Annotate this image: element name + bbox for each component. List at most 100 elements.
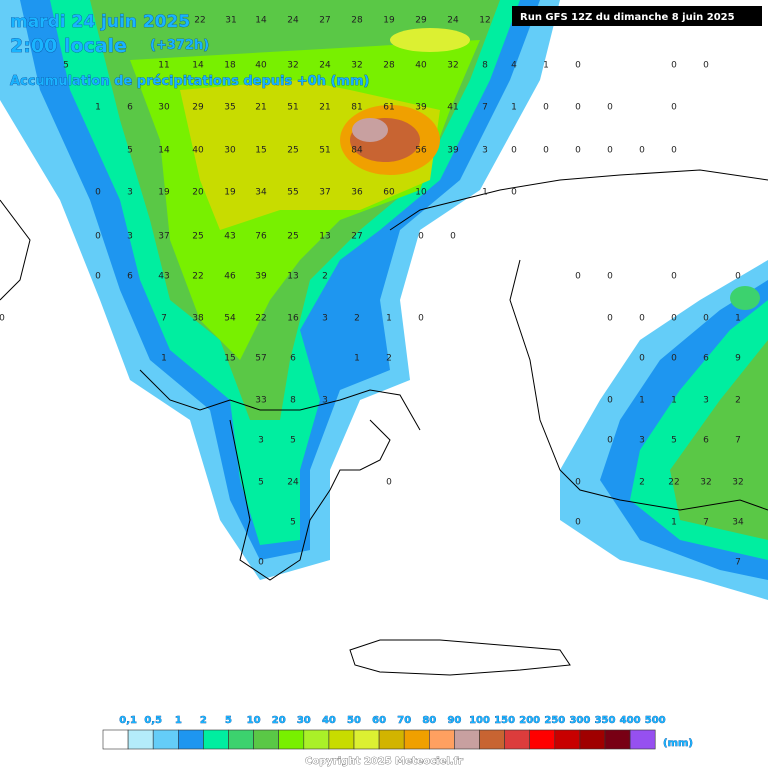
grid-value: 30 [224, 146, 236, 156]
grid-value: 22 [194, 16, 205, 26]
grid-value: 3 [639, 436, 645, 446]
grid-value: 81 [351, 103, 362, 113]
grid-value: 40 [415, 61, 427, 71]
grid-value: 31 [225, 16, 236, 26]
grid-value: 1 [161, 354, 167, 364]
grid-value: 7 [735, 558, 741, 568]
date: mardi 24 juin 2025 [10, 12, 190, 32]
grid-value: 84 [351, 146, 363, 156]
precip-fields [0, 0, 768, 600]
legend-label: 2 [200, 715, 207, 726]
legend-swatch [353, 729, 380, 750]
legend-label: 150 [494, 715, 515, 726]
grid-value: 25 [287, 146, 298, 156]
grid-value: 0 [671, 103, 677, 113]
grid-value: 11 [158, 61, 169, 71]
grid-value: 29 [415, 16, 427, 26]
coastlines [0, 169, 768, 676]
grid-value: 1 [386, 314, 392, 324]
grid-value: 34 [732, 518, 744, 528]
grid-value: 5 [63, 61, 69, 71]
legend-label: 70 [397, 715, 411, 726]
grid-value: 46 [224, 272, 236, 282]
grid-value: 3 [322, 396, 328, 406]
grid-value: 9 [735, 354, 741, 364]
legend-label: 90 [447, 715, 461, 726]
grid-value: 5 [671, 436, 677, 446]
grid-value: 6 [703, 354, 709, 364]
grid-value: 1 [639, 396, 645, 406]
legend-label: 350 [595, 715, 616, 726]
grid-value: 0 [607, 396, 613, 406]
lead-time: (+372h) [150, 38, 209, 53]
grid-value: 22 [192, 272, 203, 282]
grid-value: 0 [258, 558, 264, 568]
legend-label: 200 [519, 715, 540, 726]
grid-value: 5 [290, 518, 296, 528]
grid-value: 5 [290, 436, 296, 446]
grid-value: 0 [735, 272, 741, 282]
grid-value: 61 [383, 103, 394, 113]
grid-value: 7 [735, 436, 741, 446]
grid-value: 0 [671, 146, 677, 156]
grid-value: 15 [224, 354, 235, 364]
grid-value: 14 [158, 146, 170, 156]
grid-value: 22 [668, 478, 679, 488]
grid-value: 1 [511, 103, 517, 113]
grid-value: 27 [319, 16, 330, 26]
grid-value: 18 [224, 61, 236, 71]
grid-value: 3 [258, 436, 264, 446]
grid-value: 40 [192, 146, 204, 156]
grid-value: 29 [192, 103, 204, 113]
grid-value: 0 [95, 232, 101, 242]
grid-value: 32 [700, 478, 711, 488]
legend-swatch [278, 729, 305, 750]
grid-value: 0 [607, 436, 613, 446]
grid-value: 0 [575, 478, 581, 488]
grid-value: 32 [732, 478, 743, 488]
grid-value: 0 [703, 314, 709, 324]
copyright: Copyright 2025 Meteociel.fr [305, 756, 463, 767]
grid-value: 51 [287, 103, 298, 113]
grid-value: 1 [671, 396, 677, 406]
grid-value: 39 [415, 103, 427, 113]
legend-label: 250 [544, 715, 565, 726]
grid-value: 0 [543, 103, 549, 113]
grid-value: 0 [607, 314, 613, 324]
grid-value: 7 [703, 518, 709, 528]
grid-value: 24 [447, 16, 459, 26]
grid-value: 76 [255, 232, 267, 242]
grid-value: 4 [511, 61, 517, 71]
grid-value: 60 [383, 188, 395, 198]
legend-swatch [454, 729, 480, 750]
grid-value: 0 [511, 146, 517, 156]
legend-label: 100 [469, 715, 490, 726]
grid-value: 20 [192, 188, 204, 198]
legend-swatch [579, 729, 606, 750]
legend-swatch [504, 729, 531, 750]
legend-label: 80 [422, 715, 436, 726]
grid-value: 0 [671, 314, 677, 324]
grid-value: 8 [290, 396, 296, 406]
grid-value: 43 [224, 232, 235, 242]
legend-swatch [629, 729, 656, 750]
legend-swatch [127, 729, 154, 750]
grid-value: 0 [575, 61, 581, 71]
grid-value: 2 [386, 354, 392, 364]
legend-label: 5 [225, 715, 232, 726]
grid-value: 3 [482, 146, 488, 156]
grid-value: 0 [95, 188, 101, 198]
legend-swatch [152, 729, 179, 750]
grid-value: 0 [575, 103, 581, 113]
legend-unit: (mm) [663, 738, 693, 749]
grid-value: 51 [319, 146, 330, 156]
legend: 0,1 0,5 1 2 5 10 20 30 40 50 60 70 80 90 100 150 200 250 3… [102, 715, 693, 750]
grid-value: 6 [703, 436, 709, 446]
grid-value: 0 [671, 61, 677, 71]
legend-swatch [378, 729, 405, 750]
grid-value: 0 [575, 518, 581, 528]
grid-value: 0 [418, 314, 424, 324]
grid-value: 5 [258, 478, 264, 488]
legend-swatch [604, 729, 631, 750]
grid-value: 54 [224, 314, 236, 324]
